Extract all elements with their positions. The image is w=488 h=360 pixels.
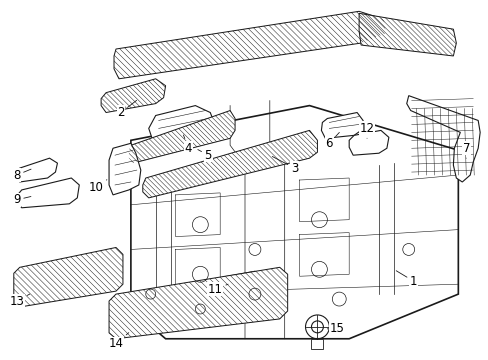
Polygon shape <box>218 271 264 294</box>
Text: 5: 5 <box>198 149 211 162</box>
Polygon shape <box>14 247 122 307</box>
Text: 14: 14 <box>108 333 128 350</box>
Polygon shape <box>17 178 79 208</box>
Polygon shape <box>358 13 455 56</box>
Text: 4: 4 <box>183 135 192 155</box>
Polygon shape <box>16 158 57 182</box>
Text: 13: 13 <box>9 294 30 307</box>
Polygon shape <box>321 113 362 138</box>
Polygon shape <box>114 11 385 79</box>
Polygon shape <box>348 130 388 155</box>
Text: 7: 7 <box>462 142 469 158</box>
Text: 6: 6 <box>325 132 339 150</box>
Text: 10: 10 <box>88 180 107 194</box>
Text: 1: 1 <box>395 271 417 288</box>
Polygon shape <box>131 105 457 339</box>
Polygon shape <box>311 339 323 349</box>
Polygon shape <box>129 111 235 163</box>
Text: 2: 2 <box>117 100 136 119</box>
Text: 15: 15 <box>326 322 344 336</box>
Polygon shape <box>114 11 385 79</box>
Polygon shape <box>101 79 165 113</box>
Polygon shape <box>109 267 287 339</box>
Polygon shape <box>148 105 215 148</box>
Polygon shape <box>101 79 165 113</box>
Text: 12: 12 <box>359 122 374 138</box>
Polygon shape <box>358 13 455 56</box>
Polygon shape <box>129 111 235 163</box>
Polygon shape <box>142 130 317 198</box>
Polygon shape <box>142 130 317 198</box>
Text: 11: 11 <box>207 283 228 296</box>
Polygon shape <box>14 247 122 307</box>
Text: 9: 9 <box>13 193 31 206</box>
Polygon shape <box>109 143 141 195</box>
Polygon shape <box>109 267 287 339</box>
Polygon shape <box>406 96 479 182</box>
Text: 8: 8 <box>13 168 31 181</box>
Text: 3: 3 <box>272 157 298 175</box>
